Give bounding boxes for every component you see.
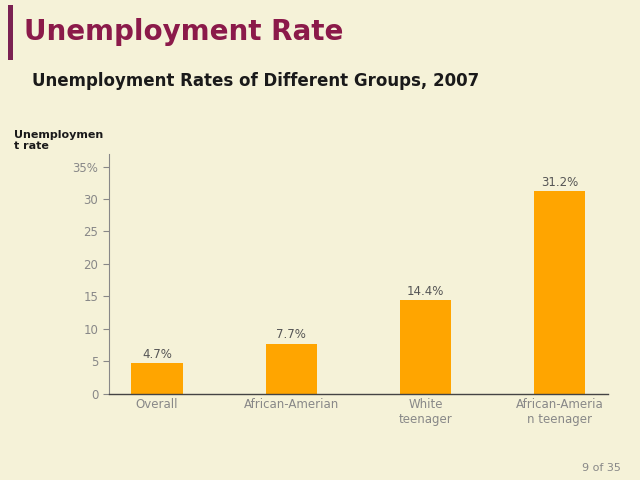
Text: 31.2%: 31.2% xyxy=(541,176,579,189)
Text: 7.7%: 7.7% xyxy=(276,328,306,341)
Bar xyxy=(400,300,451,394)
Text: Unemploymen
t rate: Unemploymen t rate xyxy=(14,130,103,151)
Bar xyxy=(534,191,586,394)
Bar xyxy=(8,5,13,60)
Text: 4.7%: 4.7% xyxy=(142,348,172,361)
Bar xyxy=(266,344,317,394)
Bar xyxy=(131,363,182,394)
Text: 14.4%: 14.4% xyxy=(407,285,444,298)
Text: Unemployment Rate: Unemployment Rate xyxy=(24,18,344,47)
Text: Unemployment Rates of Different Groups, 2007: Unemployment Rates of Different Groups, … xyxy=(32,72,479,89)
Text: 9 of 35: 9 of 35 xyxy=(582,463,621,473)
